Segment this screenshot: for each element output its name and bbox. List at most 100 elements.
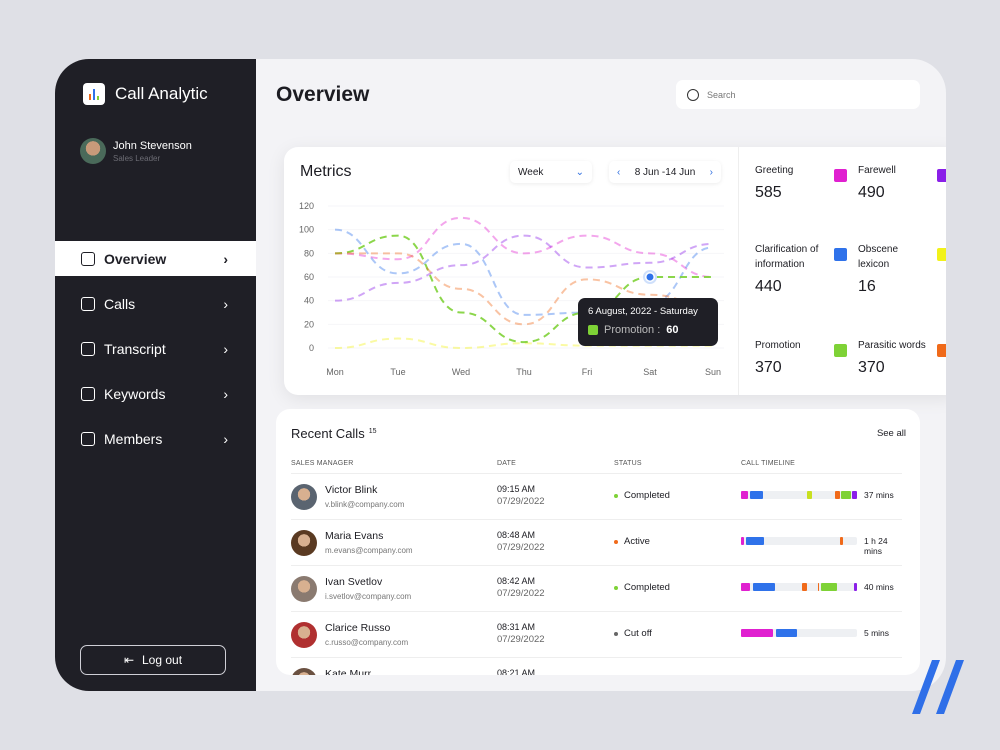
logo-icon	[83, 83, 105, 105]
series-line-greeting	[334, 216, 714, 278]
metric-stat: Clarification of information 440	[755, 242, 847, 296]
user-profile[interactable]: John Stevenson Sales Leader	[80, 138, 192, 164]
timeline-segment	[853, 583, 857, 591]
call-date: 07/29/2022	[497, 634, 545, 645]
sidebar-item-label: Transcript	[104, 340, 166, 357]
call-timeline	[741, 537, 857, 545]
next-week-button[interactable]: ›	[709, 166, 713, 178]
x-tick-label: Sat	[643, 367, 657, 377]
call-duration: 40 mins	[864, 582, 894, 592]
table-row[interactable]: Kate Murr 08:21 AM	[291, 658, 902, 675]
y-tick-label: 0	[309, 343, 314, 353]
chevron-right-icon: ›	[223, 250, 228, 267]
timeline-segment	[741, 583, 751, 591]
status-label: Active	[624, 536, 650, 547]
tooltip-label: Promotion :	[604, 324, 661, 336]
metric-name: Parasitic words	[858, 340, 926, 351]
call-date: 07/29/2022	[497, 542, 545, 553]
metric-name: Greeting	[755, 165, 794, 176]
x-tick-label: Wed	[452, 367, 470, 377]
tooltip-date: 6 August, 2022 - Saturday	[588, 306, 698, 317]
sidebar-item-label: Members	[104, 430, 163, 447]
metric-swatch	[834, 169, 847, 182]
metric-value: 16	[858, 278, 876, 295]
prev-week-button[interactable]: ‹	[617, 166, 621, 178]
call-time: 08:48 AM	[497, 530, 536, 540]
sidebar: Call Analytic John Stevenson Sales Leade…	[55, 59, 256, 691]
manager-email: v.blink@company.com	[325, 500, 405, 509]
sidebar-item-overview[interactable]: Overview ›	[55, 241, 256, 276]
column-header: STATUS	[614, 460, 642, 467]
divider	[291, 473, 902, 474]
metric-value: 440	[755, 278, 782, 295]
period-select[interactable]: Week ⌄	[510, 161, 592, 183]
table-row[interactable]: Maria Evans m.evans@company.com 08:48 AM…	[291, 520, 902, 566]
phone-icon	[81, 296, 95, 311]
table-row[interactable]: Victor Blink v.blink@company.com 09:15 A…	[291, 474, 902, 520]
status-label: Completed	[624, 582, 670, 593]
timeline-segment	[775, 629, 797, 637]
x-tick-label: Fri	[582, 367, 593, 377]
timeline-segment	[745, 537, 765, 545]
timeline-segment	[839, 537, 844, 545]
series-line-farewell	[334, 234, 714, 302]
sidebar-nav: Overview › Calls › Transcript › Keywords › Membe…	[55, 241, 256, 466]
status-label: Completed	[624, 490, 670, 501]
column-header: DATE	[497, 460, 516, 467]
call-time: 08:21 AM	[497, 668, 536, 675]
sidebar-item-calls[interactable]: Calls ›	[55, 286, 256, 321]
table-row[interactable]: Clarice Russo c.russo@company.com 08:31 …	[291, 612, 902, 658]
app-window: Call Analytic John Stevenson Sales Leade…	[55, 59, 946, 691]
recent-calls-title: Recent Calls 15	[291, 426, 377, 441]
app-logo: Call Analytic	[83, 83, 208, 105]
call-timeline	[741, 583, 857, 591]
status-badge: Active	[614, 536, 650, 547]
x-tick-label: Tue	[390, 367, 405, 377]
timeline-segment	[741, 537, 745, 545]
metric-value: 370	[755, 359, 782, 376]
timeline-segment	[750, 491, 764, 499]
x-tick-label: Mon	[326, 367, 344, 377]
timeline-segment	[741, 629, 774, 637]
y-tick-label: 120	[299, 201, 314, 211]
sidebar-item-transcript[interactable]: Transcript ›	[55, 331, 256, 366]
timeline-segment	[752, 583, 775, 591]
timeline-segment	[817, 583, 819, 591]
status-dot	[614, 631, 618, 636]
status-badge: Completed	[614, 582, 670, 593]
call-time: 08:31 AM	[497, 622, 536, 632]
chevron-right-icon: ›	[223, 385, 228, 402]
metric-value: 490	[858, 184, 885, 201]
sidebar-item-label: Overview	[104, 250, 167, 267]
manager-email: c.russo@company.com	[325, 638, 409, 647]
recent-calls-card: Recent Calls 15 See all SALES MANAGER DAT…	[276, 409, 920, 675]
metric-stat: Promotion 370	[755, 338, 847, 377]
logout-button[interactable]: ⇤ Log out	[80, 645, 226, 675]
recent-calls-count: 15	[368, 427, 377, 435]
table-row[interactable]: Ivan Svetlov i.svetlov@company.com 08:42…	[291, 566, 902, 612]
status-dot	[614, 539, 618, 544]
see-all-link[interactable]: See all	[876, 428, 906, 439]
logout-icon: ⇤	[123, 653, 134, 667]
search-input[interactable]: Search	[676, 80, 920, 109]
sidebar-item-members[interactable]: Members ›	[55, 421, 256, 456]
call-date: 07/29/2022	[497, 588, 545, 599]
call-time: 09:15 AM	[497, 484, 536, 494]
sidebar-item-label: Keywords	[104, 385, 166, 402]
y-tick-label: 60	[304, 272, 314, 282]
logout-label: Log out	[142, 653, 183, 667]
status-badge: Cut off	[614, 628, 652, 639]
metric-stat: Obscene lexicon 16	[858, 242, 946, 296]
search-icon	[687, 88, 699, 101]
timeline-segment	[741, 491, 748, 499]
avatar	[291, 530, 317, 556]
avatar	[80, 138, 106, 164]
call-duration: 37 mins	[864, 490, 894, 500]
metric-swatch	[937, 344, 946, 357]
brand-mark-icon	[912, 660, 964, 714]
sidebar-item-keywords[interactable]: Keywords ›	[55, 376, 256, 411]
status-badge: Completed	[614, 490, 670, 501]
metrics-legend: Greeting 585 Farewell 490 Clarification of i…	[738, 147, 946, 395]
user-role: Sales Leader	[113, 153, 161, 163]
page-title: Overview	[276, 83, 370, 106]
